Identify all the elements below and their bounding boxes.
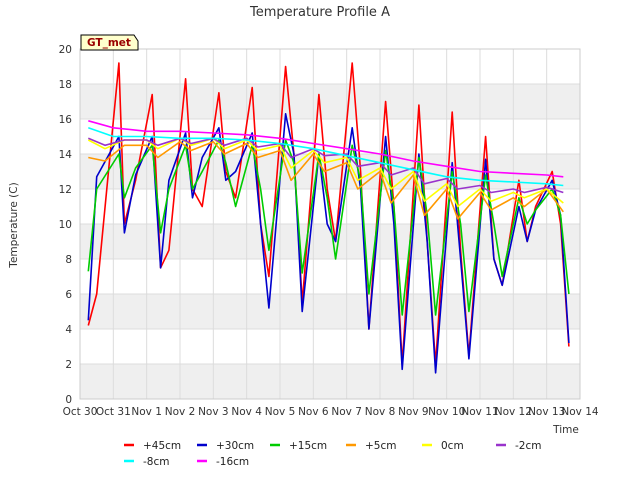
y-tick-label: 14 [59,149,73,161]
legend-label-45cm: +45cm [143,440,181,452]
legend: +45cm +30cm +15cm +5cm 0cm -2cm -8cm -16cm [124,440,541,468]
x-tick-label: Oct 30 [63,406,98,418]
x-tick-label: Nov 4 [231,406,262,418]
y-axis-label: Temperature (C) [8,182,20,268]
y-tick-label: 20 [59,44,72,56]
legend-label-8cm: -8cm [143,456,169,468]
y-tick-label: 8 [65,254,72,266]
chart-title: Temperature Profile A [249,5,390,20]
x-tick-label: Nov 5 [265,406,296,418]
plot-frame [79,48,581,400]
x-tick-label: Nov 9 [398,406,429,418]
badge-text: GT_met [87,37,131,49]
x-tick-label: Nov 7 [331,406,362,418]
band [80,294,580,329]
x-tick-label: Nov 6 [298,406,329,418]
y-tick-label: 6 [65,289,72,301]
x-tick-label: Nov 13 [528,406,565,418]
x-tick-label: Nov 10 [428,406,465,418]
series-line-2cm [87,137,564,194]
y-tick-label: 12 [59,184,72,196]
band [80,84,580,119]
y-tick-label: 2 [65,359,72,371]
band [80,119,580,154]
band [80,154,580,189]
band [80,259,580,294]
y-tick-label: 4 [65,324,72,336]
legend-label-5cm: +5cm [365,440,396,452]
x-tick-label: Nov 3 [198,406,229,418]
band [80,329,580,364]
x-tick-label: Nov 2 [165,406,196,418]
y-axis-ticks: 0 2 4 6 8 10 12 14 16 18 20 [59,44,73,406]
legend-label-30cm: +30cm [216,440,254,452]
legend-label-15cm: +15cm [289,440,327,452]
x-tick-label: Nov 1 [131,406,162,418]
x-axis-label: Time [552,424,579,436]
gt-met-badge: GT_met [80,34,139,51]
x-tick-label: Nov 11 [461,406,498,418]
y-tick-label: 18 [59,79,72,91]
series-line-16cm [88,120,564,178]
series-line-0cm [87,137,564,208]
series-layer [87,62,570,374]
x-tick-label: Oct 31 [96,406,131,418]
x-tick-label: Nov 14 [561,406,599,418]
series-line-15cm [87,139,570,316]
y-tick-label: 0 [65,394,72,406]
series-line-5cm [88,141,564,220]
legend-label-0cm: 0cm [441,440,464,452]
band [80,49,580,84]
legend-label-16cm: -16cm [216,456,249,468]
legend-label-2cm: -2cm [515,440,541,452]
band [80,364,580,399]
x-tick-label: Nov 12 [495,406,532,418]
y-tick-label: 16 [59,114,73,126]
series-line-8cm [88,127,564,187]
x-tick-label: Nov 8 [365,406,396,418]
y-tick-label: 10 [59,219,72,231]
badge-shape [80,34,139,51]
